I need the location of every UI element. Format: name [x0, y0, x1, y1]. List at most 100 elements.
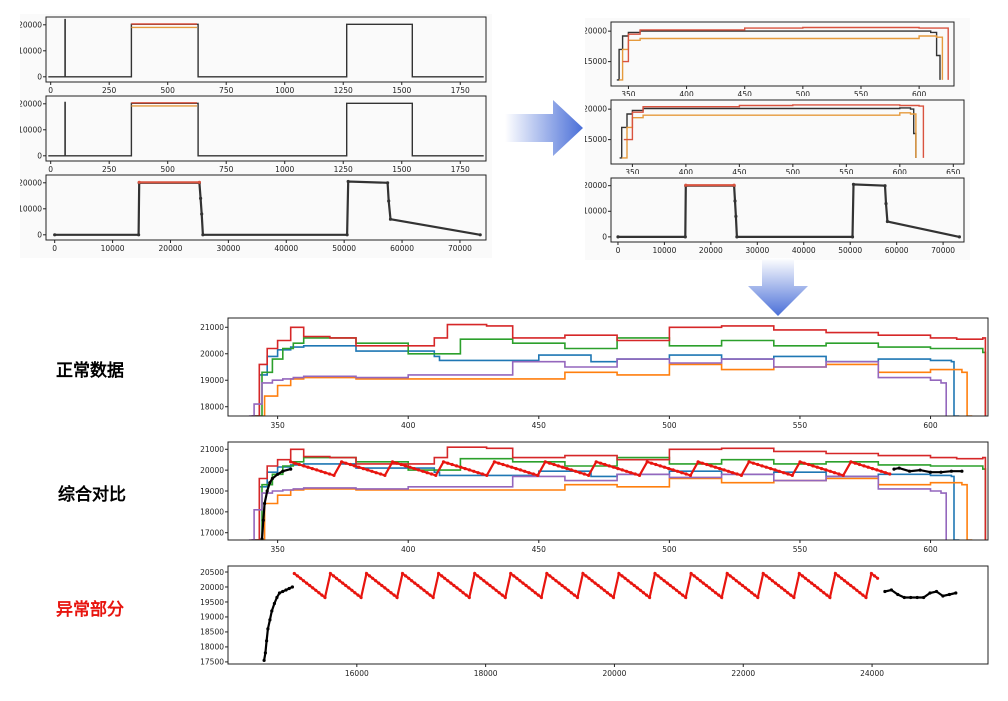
data-point — [684, 472, 688, 476]
data-point — [290, 585, 294, 589]
data-point — [272, 601, 276, 606]
data-point — [616, 467, 620, 471]
data-point — [858, 591, 862, 595]
data-point — [734, 579, 738, 583]
data-point — [637, 473, 642, 477]
data-point — [479, 576, 483, 580]
data-point — [323, 595, 327, 600]
data-point — [839, 576, 844, 580]
data-point — [855, 588, 859, 592]
label-normal-data: 正常数据 — [56, 361, 124, 381]
x-tick-label: 550 — [854, 90, 869, 99]
y-tick-label: 19000 — [200, 487, 224, 496]
data-point — [514, 467, 518, 471]
data-point — [569, 591, 573, 595]
data-point — [395, 595, 399, 600]
series-0-line — [251, 345, 960, 416]
data-point — [476, 471, 480, 475]
data-point — [403, 464, 408, 468]
data-point — [833, 571, 838, 576]
data-point — [753, 593, 757, 597]
data-point — [811, 464, 815, 468]
data-point — [605, 591, 609, 595]
data-point — [853, 461, 857, 465]
series-0-line — [48, 101, 484, 157]
data-point — [870, 467, 875, 471]
data-point — [441, 460, 446, 464]
data-point — [815, 465, 819, 469]
data-point — [735, 472, 739, 476]
data-point — [276, 472, 280, 476]
data-point — [302, 464, 306, 468]
data-point — [635, 586, 639, 590]
data-point — [764, 574, 768, 578]
data-point — [764, 465, 768, 469]
data-point — [461, 591, 465, 595]
data-point — [720, 595, 724, 600]
data-point — [616, 235, 620, 239]
data-point — [561, 465, 565, 469]
series-5-points — [289, 460, 892, 477]
data-point — [380, 583, 384, 588]
y-tick-label: 10000 — [585, 207, 607, 216]
y-tick-label: 19500 — [200, 598, 224, 607]
x-tick-label: 30000 — [216, 244, 240, 253]
x-tick-label: 550 — [839, 168, 854, 177]
data-point — [268, 618, 272, 622]
data-point — [656, 574, 660, 578]
x-tick-label: 1750 — [451, 86, 470, 95]
x-tick-label: 0 — [52, 244, 57, 253]
series-2-line — [254, 337, 987, 416]
data-point — [731, 576, 735, 580]
data-point — [473, 571, 477, 576]
series-1-line — [621, 112, 917, 159]
series-2-line — [622, 26, 949, 80]
data-point — [704, 583, 709, 588]
data-point — [688, 473, 693, 477]
y-tick-label: 19000 — [200, 613, 224, 622]
data-point — [850, 235, 855, 239]
data-point — [767, 576, 772, 580]
data-point — [548, 574, 552, 578]
data-point — [524, 583, 528, 588]
data-point — [797, 571, 801, 576]
data-point — [408, 465, 412, 469]
y-tick-label: 18000 — [200, 508, 224, 517]
data-point — [599, 586, 603, 590]
data-point — [317, 591, 321, 595]
data-point — [851, 182, 856, 186]
data-point — [531, 472, 535, 476]
data-point — [265, 639, 269, 643]
data-point — [786, 591, 790, 595]
data-point — [786, 472, 790, 476]
data-point — [820, 467, 824, 471]
data-point — [587, 473, 591, 477]
data-point — [437, 571, 441, 576]
data-point — [331, 574, 336, 578]
x-tick-label: 600 — [893, 168, 908, 177]
x-tick-label: 40000 — [274, 244, 298, 253]
data-point — [425, 591, 429, 595]
data-point — [725, 571, 729, 576]
series-4-line — [248, 473, 947, 540]
data-point — [270, 609, 274, 613]
data-point — [632, 583, 636, 588]
data-point — [743, 586, 748, 590]
data-point — [563, 586, 567, 590]
y-tick-label: 0 — [37, 151, 42, 160]
data-point — [497, 591, 501, 595]
data-point — [492, 460, 496, 464]
data-point — [374, 579, 378, 583]
data-point — [949, 469, 954, 473]
data-point — [783, 588, 787, 592]
data-point — [346, 179, 350, 184]
data-point — [416, 468, 421, 472]
data-point — [957, 235, 961, 239]
anomaly-part-chart: 16000 18000 20000 22000 24000 17500 18000 18500… — [200, 565, 989, 678]
series-0-line — [251, 463, 960, 540]
data-point — [429, 472, 434, 476]
data-point — [440, 574, 444, 578]
data-point — [332, 473, 336, 477]
x-tick-label: 500 — [161, 165, 176, 174]
data-point — [260, 537, 264, 540]
